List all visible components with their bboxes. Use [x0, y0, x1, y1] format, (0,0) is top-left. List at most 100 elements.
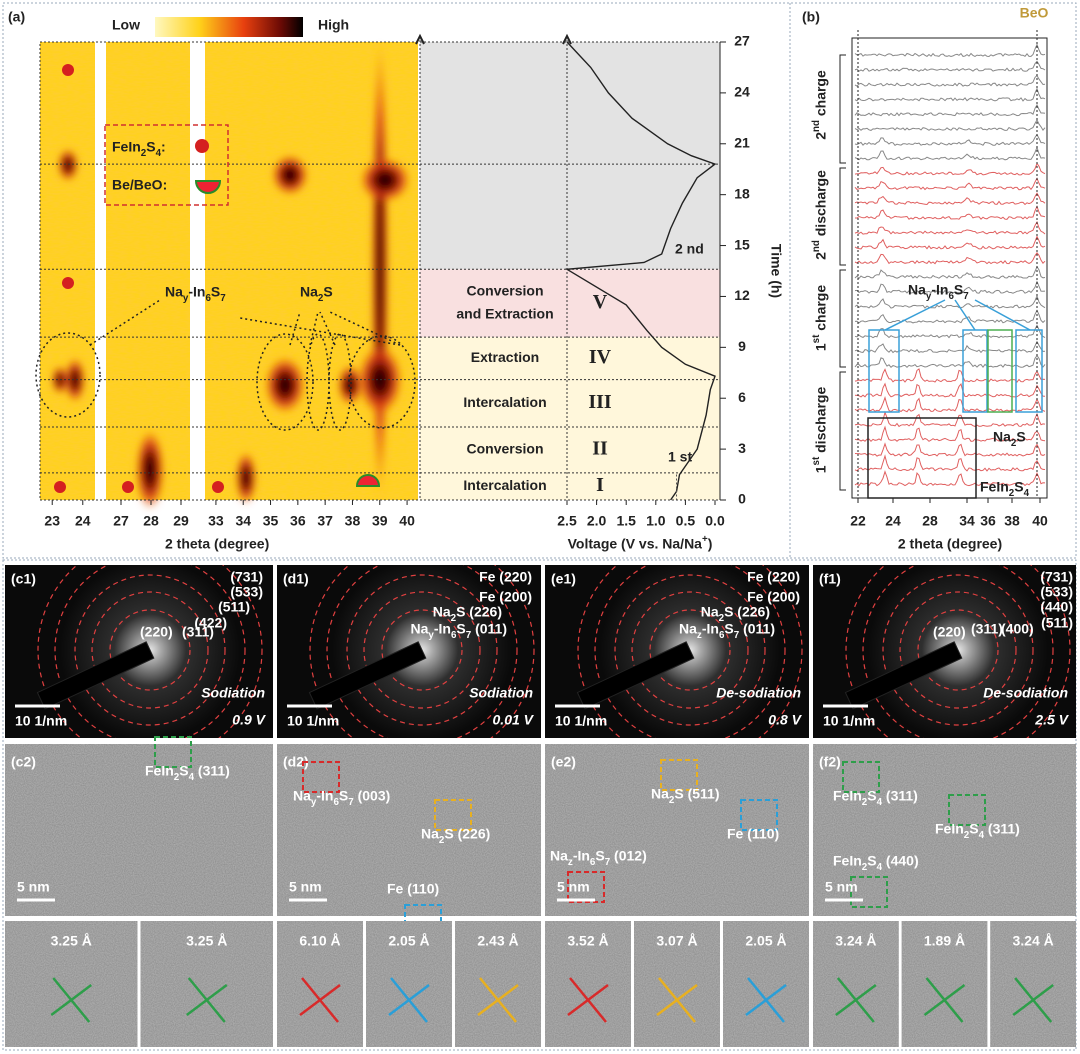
heatmap-blob [136, 430, 164, 510]
stage-name: Conversion [466, 282, 543, 298]
heatmap-blob [65, 358, 85, 402]
inset-grain [723, 921, 809, 1047]
lattice-cross [50, 977, 92, 1023]
region-box [948, 794, 986, 826]
x-tick-label: 28 [143, 513, 159, 529]
saed-ring [917, 609, 999, 691]
condition-mode: De-sodiation [983, 685, 1068, 701]
panel-label: (e1) [551, 571, 576, 587]
ring-label: (422) [194, 615, 227, 631]
annotation-fein2s4: FeIn2S4 [980, 479, 1030, 499]
xrd-trace [854, 177, 1046, 191]
xrd-trace [854, 118, 1046, 131]
ring-label: Fe (200) [747, 589, 800, 605]
x-tick-label: 34 [959, 513, 975, 529]
saed-ring [862, 565, 1054, 738]
time-tick-label: 21 [734, 134, 750, 150]
region-label: Nay-In6S7 (003) [293, 788, 390, 808]
panel-label: (c2) [11, 754, 36, 770]
xrd-trace [854, 382, 1046, 398]
d-spacing: 3.25 Å [51, 933, 92, 949]
xrd-trace [854, 368, 1046, 383]
heatmap-noise [40, 42, 95, 500]
xrd-trace [854, 396, 1046, 413]
xrd-trace [854, 280, 1046, 294]
region-box [302, 761, 340, 793]
xrd-trace [854, 133, 1046, 146]
d-spacing: 3.24 Å [1013, 933, 1054, 949]
heatmap-blob [372, 40, 388, 500]
stage-roman: I [596, 474, 604, 496]
saed-ring [594, 565, 786, 738]
lattice-cross [388, 977, 430, 1023]
x-tick-label: 35 [263, 513, 279, 529]
ring-label: (511) [218, 599, 250, 615]
region-label: FeIn2S4 (311) [833, 788, 918, 808]
panel-label: (f1) [819, 571, 841, 587]
stage-roman: II [592, 438, 608, 460]
stage-roman: V [593, 291, 608, 313]
xrd-trace [854, 294, 1046, 309]
annotation-nay: Nay-In6S7 [908, 282, 969, 302]
legend-fein2s4: FeIn2S4: [112, 139, 166, 159]
x-tick-label: 34 [235, 513, 251, 529]
lattice-cross [186, 977, 228, 1023]
stage-roman: IV [589, 346, 612, 368]
saed-ring [381, 609, 463, 691]
lattice-cross [299, 977, 341, 1023]
xrd-trace [854, 340, 1046, 354]
inset-grain [5, 921, 138, 1047]
legend-box [104, 124, 229, 206]
d-spacing: 3.24 Å [835, 933, 876, 949]
beo-label: BeO [1020, 5, 1049, 21]
region-label: Fe (110) [387, 881, 439, 897]
inset-grain [813, 921, 899, 1047]
xrd-trace [854, 74, 1046, 87]
beam-stop [576, 641, 695, 710]
inset-grain [455, 921, 541, 1047]
apple-icon [62, 64, 74, 76]
d-spacing: 2.43 Å [477, 933, 518, 949]
apple-icon [195, 139, 209, 153]
scale-label: 5 nm [17, 879, 50, 895]
saed-ring [346, 574, 498, 726]
xrd-trace [854, 454, 1046, 472]
hrtem-grain [5, 744, 273, 916]
segment-brackets [839, 54, 846, 491]
panel-label: (c1) [11, 571, 36, 587]
region-box [434, 799, 472, 831]
heatmap-blob [265, 357, 305, 413]
d-spacing: 3.52 Å [567, 933, 608, 949]
heatmap-blob [272, 155, 308, 195]
ring-label: (731) [230, 569, 263, 585]
panel-label: (b) [802, 9, 820, 25]
colorbar-low: Low [112, 17, 140, 33]
region-label: FeIn2S4 (311) [145, 763, 230, 783]
condition-voltage: 2.5 V [1034, 712, 1069, 728]
x-tick-label: 38 [1004, 513, 1020, 529]
x-tick-label: 36 [980, 513, 996, 529]
xrd-trace [854, 425, 1046, 443]
region-label: FeIn2S4 (311) [935, 821, 1020, 841]
time-label: Time (h) [768, 244, 784, 298]
time-tick-label: 27 [734, 33, 750, 49]
time-tick-label: 6 [738, 389, 746, 405]
dotted-guides [35, 299, 416, 431]
region-label: Na2S (511) [651, 786, 720, 806]
x-tick-label: 36 [290, 513, 306, 529]
voltage-tick-label: 1.0 [646, 513, 666, 529]
apple-icon [122, 481, 134, 493]
region-box [154, 736, 192, 768]
saed-ring [882, 574, 1034, 726]
ring-label: Fe (200) [479, 589, 532, 605]
inset-grain [634, 921, 720, 1047]
annotation-nay: Nay-In6S7 [165, 284, 226, 304]
xrd-trace [854, 265, 1046, 280]
voltage-tick-label: 0.0 [705, 513, 725, 529]
xrd-trace [854, 470, 1046, 487]
xrd-trace [854, 220, 1046, 235]
melon-icon [194, 180, 222, 194]
d-spacing: 2.05 Å [745, 933, 786, 949]
d-spacing: 3.25 Å [186, 933, 227, 949]
lattice-cross [477, 977, 519, 1023]
